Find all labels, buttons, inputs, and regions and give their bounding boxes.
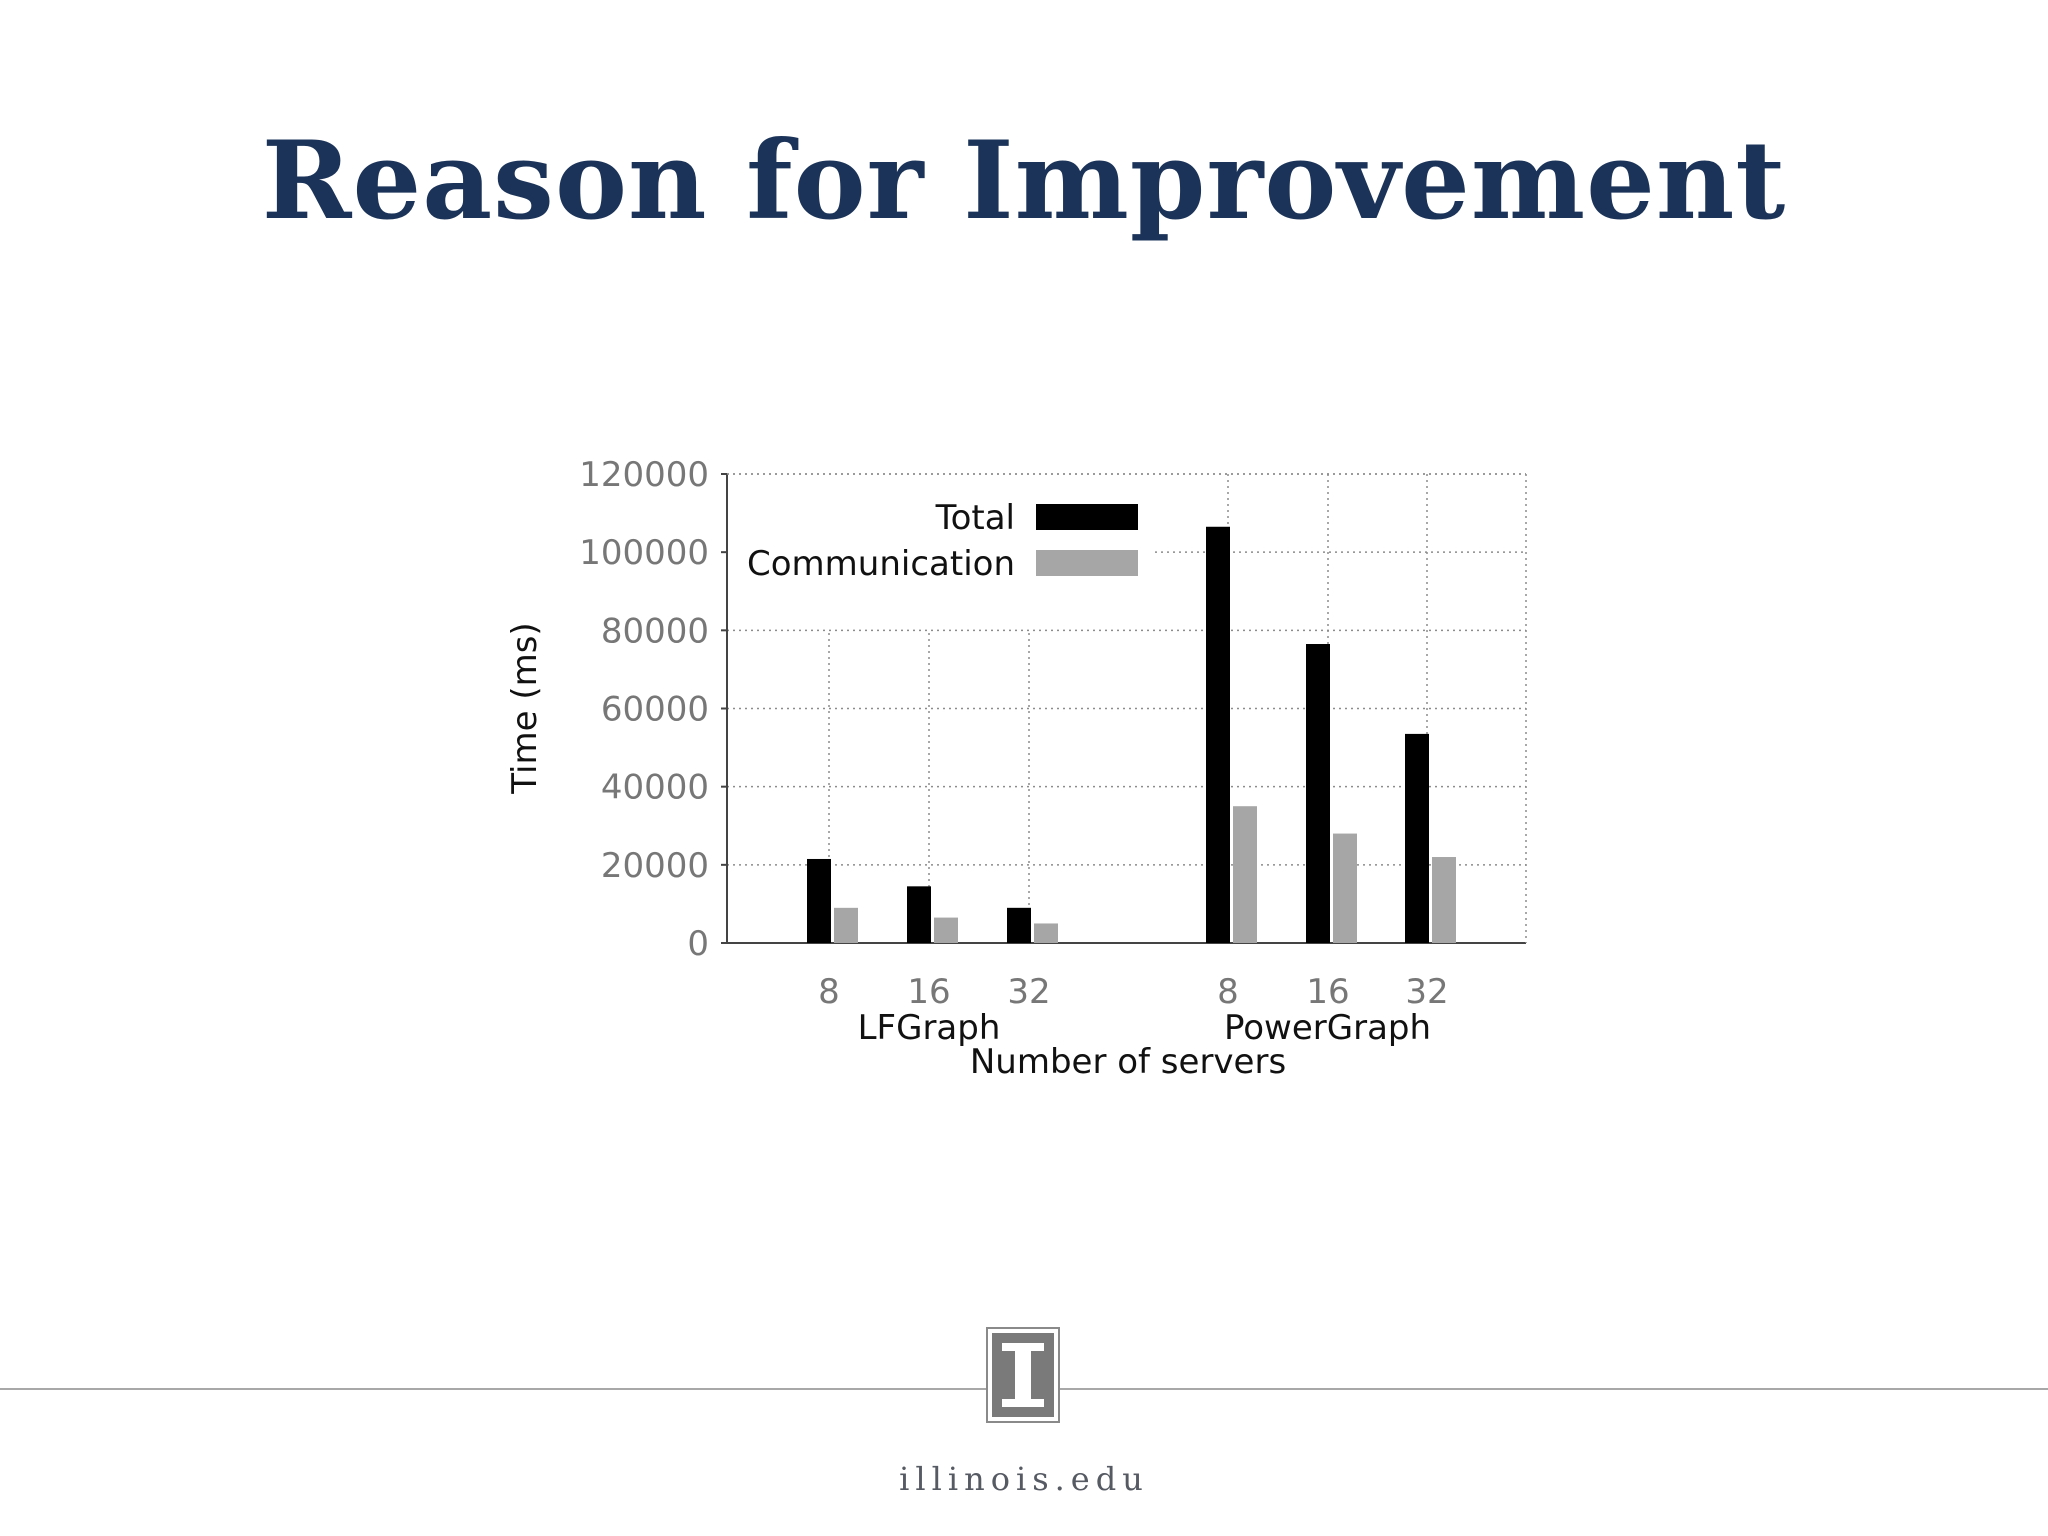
bar-communication-powergraph-8	[1233, 806, 1257, 943]
y-tick-label: 80000	[601, 611, 709, 651]
legend-swatch-total	[1036, 504, 1138, 530]
slide-title: Reason for Improvement	[261, 118, 1787, 244]
university-logo	[986, 1327, 1060, 1423]
y-axis-title: Time (ms)	[505, 622, 545, 794]
y-tick-label: 20000	[601, 846, 709, 886]
bar-total-powergraph-16	[1306, 644, 1330, 943]
x-tick-label: 8	[818, 972, 840, 1012]
footer-url: illinois.edu	[899, 1460, 1149, 1498]
legend-swatch-communication	[1036, 550, 1138, 576]
bar-total-powergraph-32	[1405, 733, 1429, 943]
x-axis-title: Number of servers	[970, 1042, 1286, 1082]
x-tick-label: 32	[1007, 972, 1050, 1012]
bar-communication-powergraph-32	[1432, 857, 1456, 943]
legend-label-communication: Communication	[747, 544, 1015, 584]
y-tick-label: 40000	[601, 768, 709, 808]
bar-communication-lfgraph-32	[1034, 923, 1058, 943]
bar-total-lfgraph-8	[807, 858, 831, 943]
y-tick-label: 120000	[579, 455, 709, 495]
x-tick-label: 8	[1217, 972, 1239, 1012]
legend-label-total: Total	[935, 498, 1015, 538]
group-label-powergraph: PowerGraph	[1224, 1008, 1431, 1048]
bar-total-powergraph-8	[1206, 526, 1230, 943]
bar-communication-powergraph-16	[1333, 833, 1357, 943]
bar-total-lfgraph-32	[1007, 907, 1031, 943]
y-tick-label: 60000	[601, 690, 709, 730]
x-tick-label: 16	[907, 972, 950, 1012]
bar-communication-lfgraph-16	[934, 917, 958, 943]
bar-total-lfgraph-16	[907, 886, 931, 943]
x-tick-label: 32	[1405, 972, 1448, 1012]
y-tick-label: 100000	[579, 533, 709, 573]
x-tick-label: 16	[1306, 972, 1349, 1012]
bar-communication-lfgraph-8	[834, 907, 858, 943]
y-tick-label: 0	[687, 924, 709, 964]
group-label-lfgraph: LFGraph	[858, 1008, 1001, 1048]
